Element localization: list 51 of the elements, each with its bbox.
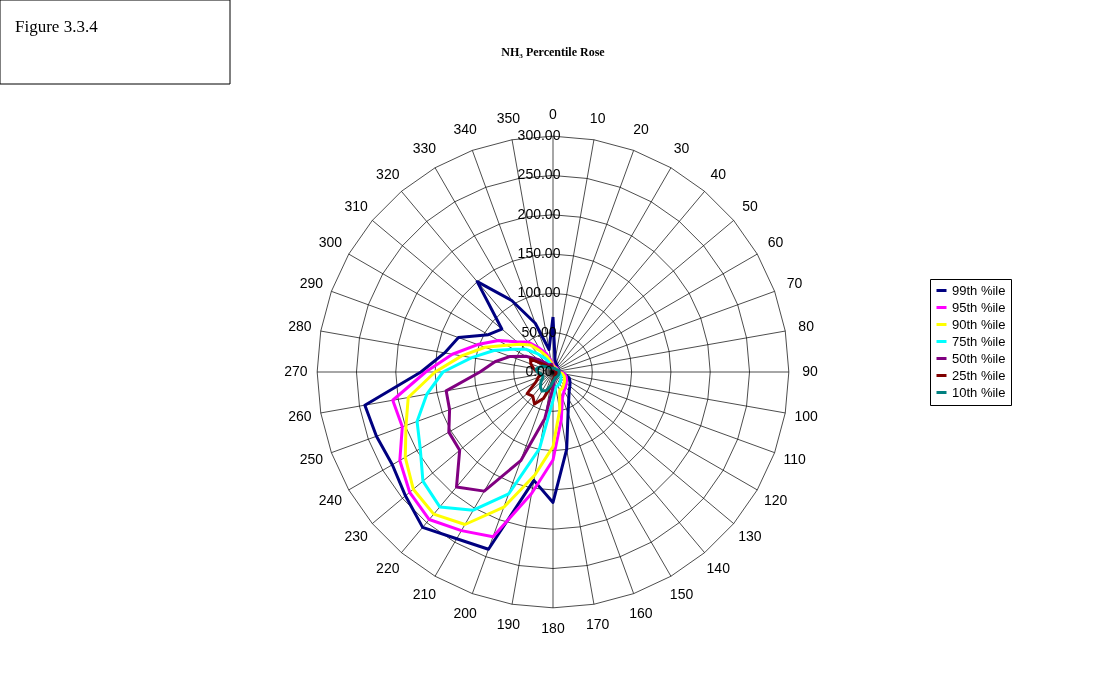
spoke-label: 50 bbox=[742, 197, 758, 214]
legend-label: 50th %ile bbox=[952, 350, 1006, 366]
spoke-label: 290 bbox=[299, 275, 324, 292]
legend-label: 99th %ile bbox=[952, 282, 1006, 298]
y-tick-label: 200.00 bbox=[517, 205, 561, 222]
legend-label: 95th %ile bbox=[952, 299, 1006, 315]
spoke-label: 200 bbox=[453, 604, 477, 621]
spoke-label: 120 bbox=[763, 491, 788, 508]
spoke-label: 280 bbox=[288, 318, 312, 335]
spoke-label: 340 bbox=[453, 121, 477, 138]
spoke-label: 210 bbox=[412, 585, 437, 602]
spoke-label: 250 bbox=[299, 450, 324, 467]
y-tick-label: 300.00 bbox=[517, 127, 561, 144]
spoke-label: 60 bbox=[767, 234, 784, 251]
spoke-label: 350 bbox=[496, 109, 521, 126]
spoke-label: 30 bbox=[673, 140, 690, 157]
spoke-label: 310 bbox=[344, 197, 368, 214]
spoke-label: 140 bbox=[706, 559, 731, 576]
y-tick-label: 0.00 bbox=[525, 363, 553, 379]
spoke-label: 230 bbox=[344, 528, 368, 545]
chart-title: NH₃ Percentile Rose bbox=[501, 45, 606, 59]
spoke-label: 190 bbox=[496, 616, 521, 633]
spoke-label: 90 bbox=[802, 363, 819, 379]
spoke-label: 180 bbox=[541, 620, 565, 637]
spoke-label: 20 bbox=[633, 121, 649, 138]
spoke-label: 330 bbox=[412, 140, 437, 157]
legend-label: 75th %ile bbox=[952, 333, 1006, 349]
spoke-label: 0 bbox=[549, 105, 558, 122]
spoke-label: 130 bbox=[738, 528, 762, 545]
spoke-label: 220 bbox=[376, 559, 400, 576]
spoke-label: 10 bbox=[589, 109, 606, 126]
spoke-label: 170 bbox=[585, 616, 610, 633]
spoke-label: 300 bbox=[318, 234, 343, 251]
y-tick-label: 250.00 bbox=[517, 166, 561, 183]
spoke-label: 150 bbox=[669, 585, 694, 602]
spoke-label: 70 bbox=[786, 275, 803, 292]
spoke-label: 240 bbox=[318, 491, 343, 508]
spoke-label: 100 bbox=[794, 407, 819, 424]
caption: Figure 3.3.4 bbox=[15, 17, 99, 36]
spoke-label: 160 bbox=[629, 604, 653, 621]
spoke-label: 40 bbox=[710, 166, 727, 183]
y-tick-label: 100.00 bbox=[517, 284, 561, 301]
spoke-label: 110 bbox=[783, 450, 806, 467]
legend-label: 90th %ile bbox=[952, 316, 1006, 332]
y-tick-label: 150.00 bbox=[517, 245, 561, 262]
spoke-label: 270 bbox=[284, 363, 308, 379]
spoke-label: 320 bbox=[376, 166, 400, 183]
spoke-label: 260 bbox=[288, 407, 312, 424]
legend-label: 25th %ile bbox=[952, 367, 1006, 383]
legend-label: 10th %ile bbox=[952, 384, 1006, 400]
spoke-label: 80 bbox=[798, 318, 815, 335]
